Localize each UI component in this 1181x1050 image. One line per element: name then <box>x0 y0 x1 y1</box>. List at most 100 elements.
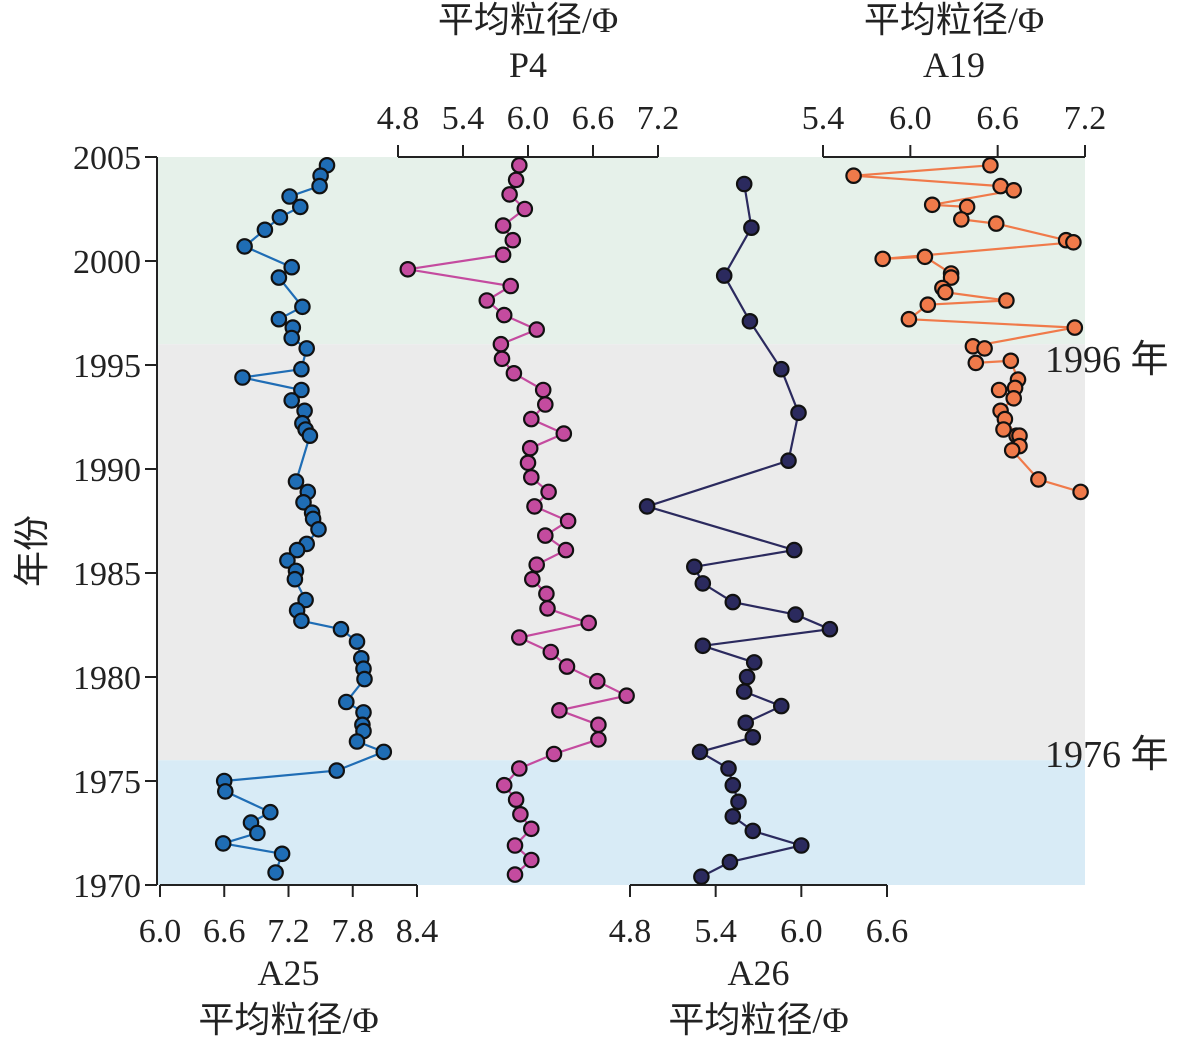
y-tick-label-2000: 2000 <box>73 244 141 281</box>
P4-point-41 <box>510 760 528 777</box>
A25-point-10 <box>294 298 311 316</box>
year-axis: 1970 1975 1980 1985 1990 1995 2000 2005 年份 <box>12 140 158 905</box>
A25-point-42 <box>337 693 355 711</box>
P4-tick-label-6.6: 6.6 <box>572 100 615 137</box>
A19-point-15 <box>936 283 954 301</box>
period-band-2 <box>157 760 1085 885</box>
P4-point-13 <box>493 350 511 368</box>
A19-axis-name: A19 <box>923 45 985 85</box>
A25-point-7 <box>236 238 253 255</box>
A26-point-0 <box>735 175 753 193</box>
A19-point-7 <box>987 215 1005 232</box>
P4-point-14 <box>505 364 523 382</box>
A26-point-14 <box>694 637 712 655</box>
A26-point-6 <box>780 452 797 469</box>
A19-point-26 <box>990 381 1008 399</box>
P4-point-30 <box>539 600 556 617</box>
P4-point-26 <box>557 541 575 559</box>
A25-point-5 <box>271 209 289 226</box>
P4-tick-label-6.0: 6.0 <box>507 100 550 137</box>
P4-point-38 <box>590 716 607 734</box>
A26-point-7 <box>638 498 656 515</box>
A26-point-23 <box>724 776 742 794</box>
A26-point-18 <box>772 697 790 715</box>
A26-point-19 <box>737 714 754 732</box>
y-axis-title: 年份 <box>12 515 52 587</box>
A25-point-36 <box>293 612 310 630</box>
A26-point-11 <box>724 593 742 611</box>
A25-point-15 <box>293 360 310 378</box>
P4-point-31 <box>580 614 597 632</box>
y-tick-label-1975: 1975 <box>73 764 141 801</box>
A25-point-25 <box>295 493 312 511</box>
P4-point-25 <box>536 527 554 544</box>
A25-point-31 <box>279 552 296 569</box>
A26-point-29 <box>693 868 710 885</box>
A25-point-14 <box>298 340 315 357</box>
P4-point-36 <box>618 687 635 704</box>
A25-point-17 <box>293 381 310 399</box>
A26-point-9 <box>685 558 703 576</box>
P4-point-34 <box>558 658 576 675</box>
A26-point-2 <box>715 267 733 284</box>
P4-point-7 <box>399 260 417 278</box>
P4-point-17 <box>522 410 540 428</box>
A19-point-35 <box>1030 471 1047 488</box>
A19-point-21 <box>976 340 993 357</box>
P4-point-16 <box>536 396 554 413</box>
A25-point-18 <box>283 392 300 409</box>
P4-point-18 <box>555 425 573 442</box>
P4-point-8 <box>502 277 519 295</box>
A25-point-51 <box>261 803 279 821</box>
A19-point-22 <box>967 354 985 372</box>
A19-point-10 <box>874 250 891 268</box>
A25-point-6 <box>256 221 274 239</box>
A25-point-53 <box>249 824 266 842</box>
A19-point-3 <box>1005 182 1022 199</box>
A19-point-9 <box>1065 234 1082 251</box>
P4-tick-label-5.4: 5.4 <box>442 100 485 137</box>
P4-point-45 <box>522 820 540 838</box>
A25-point-3 <box>281 188 298 205</box>
series-layer <box>214 157 1089 885</box>
y-tick-label-1970: 1970 <box>73 868 141 905</box>
P4-tick-label-7.2: 7.2 <box>637 100 680 137</box>
grain-size-axes: 6.0 6.6 7.2 7.8 8.4 A25 平均粒径/Φ 4.8 5.4 6.0 6.6 7.2 P… <box>139 0 1107 1040</box>
A26-point-21 <box>691 743 709 761</box>
A19-point-18 <box>900 310 918 328</box>
A25-tick-label-7.8: 7.8 <box>332 913 375 950</box>
P4-point-24 <box>559 512 577 530</box>
P4-point-15 <box>534 381 552 399</box>
A26-point-17 <box>735 683 753 700</box>
A25-point-46 <box>348 733 366 750</box>
A19-point-13 <box>942 269 960 286</box>
P4-point-11 <box>528 321 545 338</box>
P4-point-1 <box>507 171 525 189</box>
A25-point-9 <box>270 269 288 286</box>
P4-point-46 <box>506 837 524 854</box>
A19-point-17 <box>919 296 937 313</box>
A26-point-24 <box>730 793 747 811</box>
A19-point-1 <box>845 167 862 184</box>
A26-point-8 <box>785 541 803 559</box>
A26-tick-label-6.6: 6.6 <box>866 913 909 950</box>
A25-axis-name: A25 <box>258 953 320 993</box>
A25-point-22 <box>301 427 319 444</box>
P4-point-0 <box>510 157 528 174</box>
P4-point-33 <box>542 643 560 661</box>
annotation-1976: 1976 年 <box>1045 734 1169 776</box>
A19-tick-label-6.6: 6.6 <box>976 100 1019 137</box>
A26-point-5 <box>790 404 807 422</box>
P4-point-5 <box>504 231 522 249</box>
A19-point-36 <box>1072 483 1089 501</box>
A26-point-28 <box>721 853 739 871</box>
P4-point-9 <box>478 292 496 309</box>
A25-point-37 <box>332 620 350 638</box>
A19-point-27 <box>1005 389 1022 407</box>
A26-axis-label: 平均粒径/Φ <box>668 1000 848 1040</box>
A19-tick-label-6.0: 6.0 <box>889 100 932 137</box>
A25-point-4 <box>291 198 309 216</box>
A26-point-16 <box>738 668 756 686</box>
P4-point-44 <box>512 805 529 823</box>
A25-point-54 <box>214 835 232 852</box>
